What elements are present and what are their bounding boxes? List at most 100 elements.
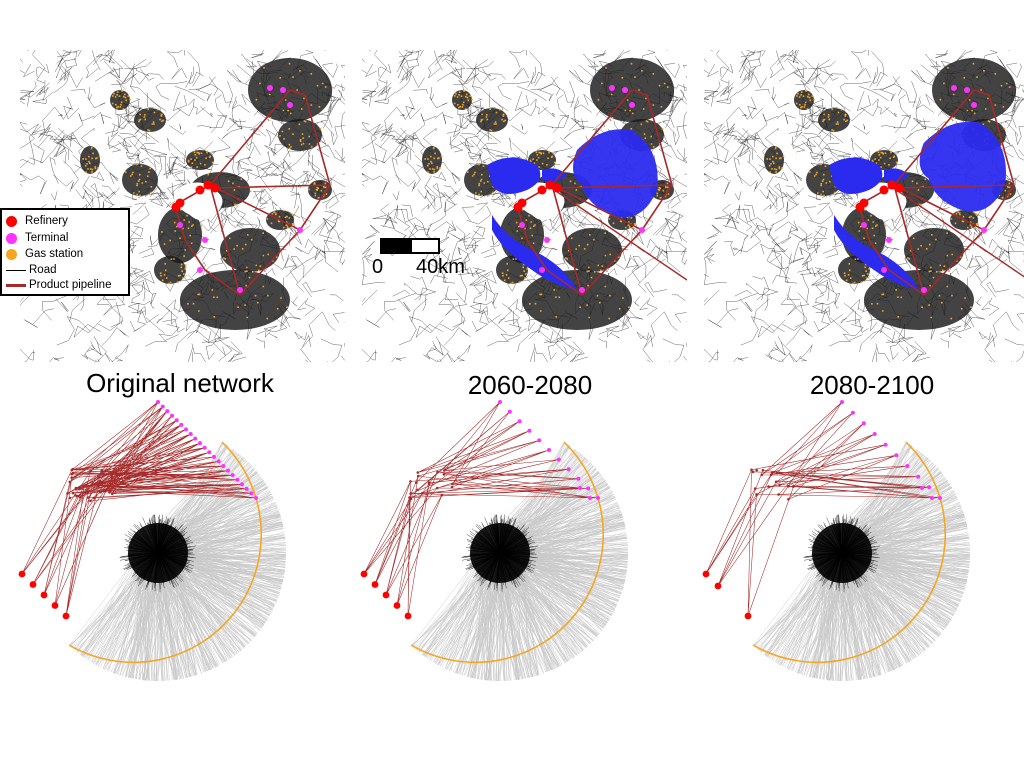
junction-node — [110, 475, 114, 479]
junction-node — [753, 487, 757, 490]
terminal-node — [527, 428, 532, 433]
junction-node — [755, 493, 758, 496]
terminal-marker — [544, 237, 550, 243]
refinery-marker — [879, 185, 889, 195]
junction-node — [450, 485, 454, 489]
map-panels — [20, 50, 1024, 362]
junction-node — [99, 490, 102, 494]
refinery-marker — [887, 180, 897, 190]
junction-node — [416, 488, 419, 492]
refinery-marker — [855, 202, 865, 212]
junction-node — [440, 493, 444, 497]
terminal-marker — [971, 102, 977, 108]
junction-node — [416, 471, 420, 474]
terminal-node — [249, 491, 254, 496]
junction-node — [755, 469, 758, 472]
junction-node — [409, 492, 412, 495]
refinery-marker — [210, 183, 220, 193]
junction-node — [92, 496, 96, 500]
terminal-marker — [639, 227, 645, 233]
junction-node — [769, 473, 773, 477]
refinery-node — [18, 570, 26, 578]
network-graph-2 — [702, 400, 971, 682]
terminal-node — [547, 448, 551, 452]
junction-node — [778, 483, 781, 487]
terminal-node — [221, 464, 226, 468]
map-panel-0 — [20, 50, 345, 362]
terminal-node — [537, 438, 542, 443]
bay-water — [174, 182, 223, 220]
pipeline-edges — [21, 401, 257, 617]
junction-node — [100, 469, 103, 473]
urban-area — [154, 256, 186, 284]
gas-station-arc — [410, 441, 605, 664]
junction-node — [106, 485, 110, 488]
terminal-node — [566, 467, 571, 472]
refinery-node — [360, 570, 368, 578]
terminal-node — [507, 409, 512, 414]
junction-node — [451, 482, 454, 486]
scale-bar: 0 40km — [372, 238, 475, 278]
network-graph-0 — [18, 400, 287, 682]
junction-node — [68, 496, 72, 500]
road-line-icon — [6, 269, 26, 271]
terminal-node — [498, 400, 502, 404]
terminal-node — [930, 496, 934, 500]
refinery-marker — [171, 202, 181, 212]
junction-node — [110, 492, 114, 496]
urban-area — [904, 228, 964, 272]
refinery-node — [404, 612, 412, 620]
junction-node — [108, 491, 111, 494]
terminal-node — [588, 496, 592, 500]
terminal-node — [170, 413, 174, 418]
urban-area — [522, 270, 632, 330]
gas-station-edges — [411, 442, 629, 682]
terminal-node — [927, 485, 932, 490]
junction-node — [416, 474, 420, 478]
refinery-marker — [894, 183, 904, 193]
junction-node — [82, 485, 86, 488]
junction-node — [103, 473, 106, 477]
terminal-node — [556, 457, 561, 462]
refinery-marker — [552, 183, 562, 193]
refinery-node — [702, 570, 710, 578]
junction-node — [442, 473, 446, 476]
junction-node — [70, 468, 74, 472]
map-panel-1 — [362, 50, 687, 362]
terminal-node — [576, 476, 581, 481]
gas-station-arc — [752, 441, 947, 664]
junction-node — [98, 479, 102, 483]
legend-label: Terminal — [25, 232, 69, 244]
terminal-marker — [861, 222, 867, 228]
gas-station-arc — [68, 441, 263, 664]
refinery-node — [371, 581, 379, 588]
network-graphs — [18, 400, 971, 682]
inundated-area — [487, 157, 541, 194]
product-pipeline — [546, 184, 687, 281]
terminal-node — [235, 477, 240, 482]
inundated-area — [542, 168, 567, 182]
junction-node — [86, 496, 90, 499]
pipeline-edges — [363, 401, 599, 617]
urban-area — [220, 228, 280, 272]
refinery-node — [744, 612, 752, 620]
inundated-area — [919, 121, 1007, 212]
urban-area — [496, 256, 528, 284]
product-pipeline — [888, 184, 1024, 278]
terminal-marker — [202, 237, 208, 243]
pipeline-edges — [705, 401, 941, 617]
terminal-marker — [881, 267, 887, 273]
terminal-node — [596, 496, 600, 500]
terminal-node — [165, 409, 170, 414]
junction-node — [79, 496, 82, 499]
junction-node — [98, 473, 102, 476]
junction-node — [70, 476, 73, 480]
junction-node — [76, 494, 79, 498]
refinery-node — [382, 591, 390, 599]
junction-node — [100, 481, 104, 484]
terminal-node — [207, 450, 212, 455]
terminal-marker — [287, 102, 293, 108]
terminal-marker — [886, 237, 892, 243]
legend-item-pipeline: Product pipeline — [6, 277, 111, 293]
